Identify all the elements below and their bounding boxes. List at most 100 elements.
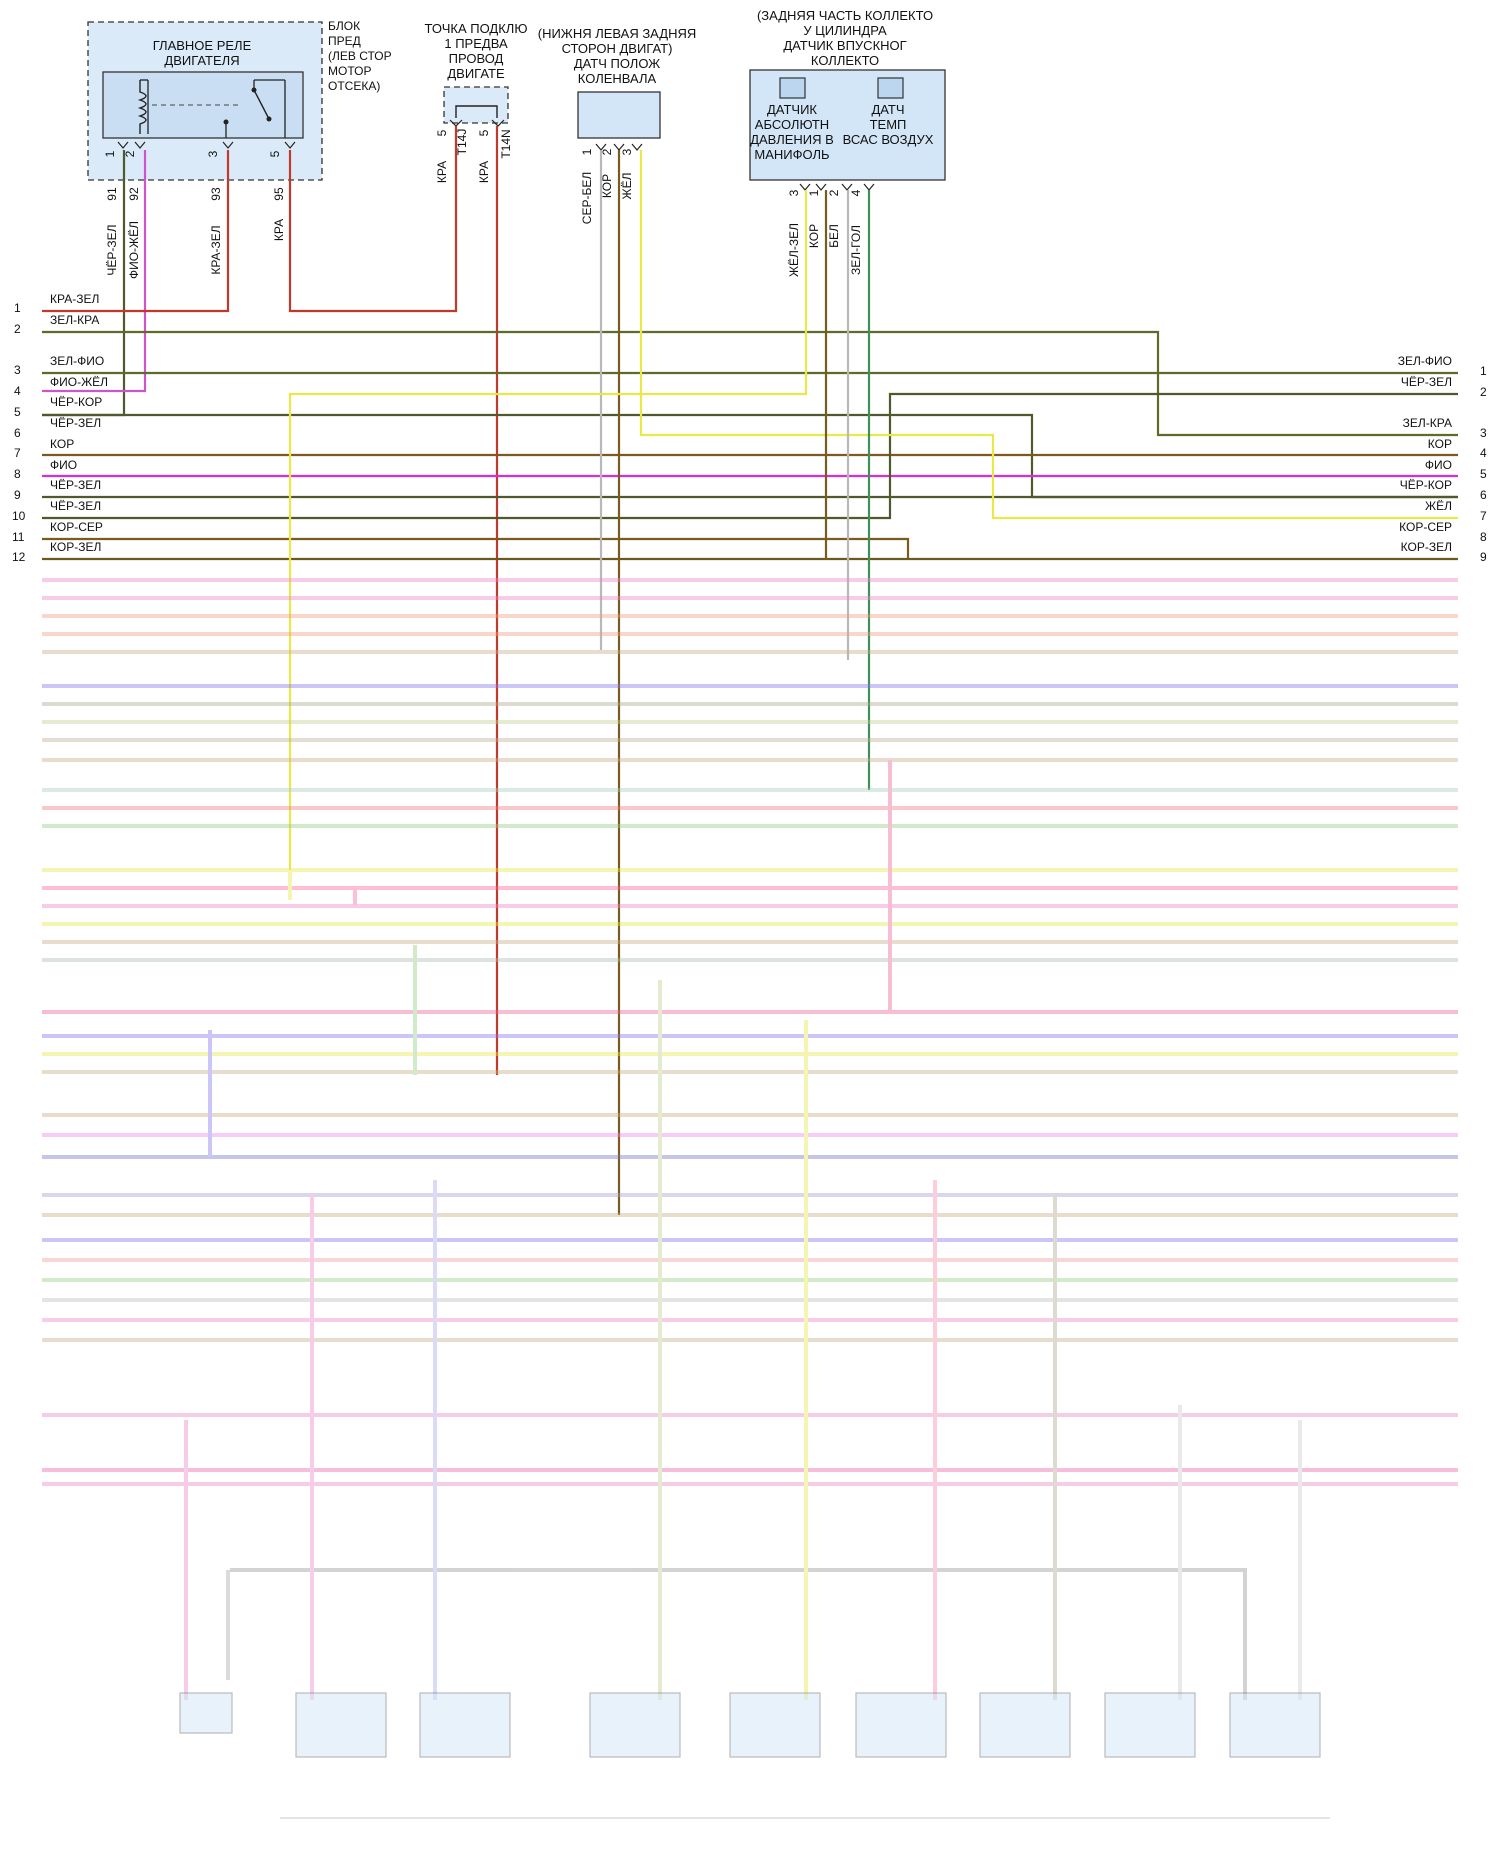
svg-text:ЧЁР-ЗЕЛ: ЧЁР-ЗЕЛ <box>50 499 101 513</box>
svg-text:ФИО: ФИО <box>50 458 77 472</box>
svg-text:2: 2 <box>14 322 21 336</box>
svg-text:ФИО: ФИО <box>1425 458 1452 472</box>
svg-text:5: 5 <box>435 129 449 136</box>
relay-circuit-labels: 91 92 93 95 ЧЁР-ЗЕЛ ФИО-ЖЁЛ КРА-ЗЕЛ КРА <box>105 187 286 279</box>
left-row-numbers: 1 2 3 4 5 6 7 8 9 10 11 12 <box>12 301 26 564</box>
svg-text:6: 6 <box>1480 488 1487 502</box>
relay-coil-icon <box>137 80 147 134</box>
svg-text:4: 4 <box>1480 446 1487 460</box>
crank-title-2: КОЛЕНВАЛА <box>578 71 657 86</box>
svg-text:КРА: КРА <box>477 161 491 183</box>
svg-text:T14N: T14N <box>499 129 513 158</box>
relay-title-1: ГЛАВНОЕ РЕЛЕ <box>153 38 252 53</box>
svg-text:3: 3 <box>620 148 634 155</box>
svg-text:92: 92 <box>127 187 141 201</box>
svg-text:3: 3 <box>787 189 801 196</box>
svg-text:ЖЁЛ-ЗЕЛ: ЖЁЛ-ЗЕЛ <box>787 223 801 277</box>
svg-text:КОР-СЕР: КОР-СЕР <box>1399 520 1452 534</box>
bottom-component-5 <box>729 1692 821 1758</box>
splice-title-4: ДВИГАТЕ <box>447 66 505 81</box>
svg-text:11: 11 <box>12 530 25 544</box>
svg-text:5: 5 <box>477 129 491 136</box>
crank-sensor-component[interactable]: (НИЖНЯ ЛЕВАЯ ЗАДНЯЯ СТОРОН ДВИГАТ) ДАТЧ … <box>538 26 697 224</box>
svg-text:93: 93 <box>209 187 223 201</box>
lower-components-faded <box>179 1692 1330 1819</box>
svg-text:ПРЕД: ПРЕД <box>328 34 361 48</box>
svg-text:БЕЛ: БЕЛ <box>827 224 841 248</box>
svg-text:ЗЕЛ-ГОЛ: ЗЕЛ-ГОЛ <box>849 225 863 275</box>
svg-text:ЗЕЛ-ФИО: ЗЕЛ-ФИО <box>50 354 104 368</box>
svg-text:БЛОК: БЛОК <box>328 19 360 33</box>
svg-text:ЧЁР-ЗЕЛ: ЧЁР-ЗЕЛ <box>105 224 119 275</box>
svg-text:9: 9 <box>1480 550 1487 564</box>
svg-text:ДАТЧИК: ДАТЧИК <box>767 102 817 117</box>
splice-title-3: ПРОВОД <box>449 51 504 66</box>
bottom-component-1 <box>179 1692 233 1734</box>
svg-text:ФИО-ЖЁЛ: ФИО-ЖЁЛ <box>127 221 141 279</box>
bottom-component-2 <box>295 1692 387 1758</box>
crank-sensor-body <box>577 91 661 139</box>
svg-text:5: 5 <box>14 405 21 419</box>
svg-text:1: 1 <box>1480 364 1487 378</box>
svg-text:3: 3 <box>1480 426 1487 440</box>
svg-text:T14J: T14J <box>455 129 469 156</box>
svg-text:ДАТЧ: ДАТЧ <box>871 102 904 117</box>
manifold-sensor-component[interactable]: (ЗАДНЯЯ ЧАСТЬ КОЛЛЕКТО У ЦИЛИНДРА ДАТЧИК… <box>749 8 946 277</box>
svg-text:СЕР-БЕЛ: СЕР-БЕЛ <box>580 172 594 224</box>
main-relay-component[interactable]: ГЛАВНОЕ РЕЛЕ ДВИГАТЕЛЯ 1 2 3 5 <box>87 21 323 181</box>
svg-text:7: 7 <box>1480 509 1487 523</box>
upper-wires <box>42 126 1458 1215</box>
relay-title-2: ДВИГАТЕЛЯ <box>164 53 239 68</box>
svg-text:КОР: КОР <box>1428 437 1452 451</box>
splice-title-1: ТОЧКА ПОДКЛЮ <box>425 21 528 36</box>
svg-text:ОТСЕКА): ОТСЕКА) <box>328 79 380 93</box>
relay-pin-3: 3 <box>206 150 220 157</box>
svg-text:2: 2 <box>1480 385 1487 399</box>
svg-text:3: 3 <box>14 363 21 377</box>
svg-text:ЖЁЛ: ЖЁЛ <box>620 173 634 200</box>
svg-text:ЖЁЛ: ЖЁЛ <box>1425 499 1452 513</box>
lower-diagram-faded <box>42 578 1458 1700</box>
relay-body <box>102 71 304 139</box>
relay-location-label: БЛОК ПРЕД (ЛЕВ СТОР МОТОР ОТСЕКА) <box>328 19 392 93</box>
svg-text:ЗЕЛ-КРА: ЗЕЛ-КРА <box>50 313 99 327</box>
svg-text:7: 7 <box>14 446 21 460</box>
svg-text:1: 1 <box>807 189 821 196</box>
svg-text:КРА-ЗЕЛ: КРА-ЗЕЛ <box>50 292 99 306</box>
crank-title-1: ДАТЧ ПОЛОЖ <box>574 56 660 71</box>
svg-text:1: 1 <box>580 148 594 155</box>
svg-text:КОР: КОР <box>600 174 614 198</box>
svg-text:КРА: КРА <box>435 161 449 183</box>
crank-location-2: СТОРОН ДВИГАТ) <box>562 41 673 56</box>
manifold-location-2: У ЦИЛИНДРА <box>803 23 887 38</box>
svg-text:ЗЕЛ-ФИО: ЗЕЛ-ФИО <box>1398 354 1452 368</box>
svg-text:10: 10 <box>12 509 26 523</box>
svg-text:5: 5 <box>1480 467 1487 481</box>
right-row-numbers: 1 2 3 4 5 6 7 8 9 <box>1480 364 1487 564</box>
relay-pin-2: 2 <box>123 150 137 157</box>
svg-text:12: 12 <box>12 550 26 564</box>
splice-component[interactable]: ТОЧКА ПОДКЛЮ 1 ПРЕДВА ПРОВОД ДВИГАТЕ 5 5… <box>425 21 528 183</box>
svg-text:1: 1 <box>14 301 21 315</box>
splice-outline <box>443 86 509 124</box>
svg-text:КРА: КРА <box>272 219 286 241</box>
svg-text:КОР-ЗЕЛ: КОР-ЗЕЛ <box>1401 540 1452 554</box>
svg-text:8: 8 <box>14 467 21 481</box>
svg-text:ЧЁР-ЗЕЛ: ЧЁР-ЗЕЛ <box>50 478 101 492</box>
relay-pin-5: 5 <box>268 150 282 157</box>
svg-text:4: 4 <box>849 189 863 196</box>
bottom-component-8 <box>1104 1692 1196 1758</box>
svg-text:6: 6 <box>14 426 21 440</box>
bottom-component-6 <box>855 1692 947 1758</box>
svg-text:ЗЕЛ-КРА: ЗЕЛ-КРА <box>1403 416 1452 430</box>
left-row-wire-labels: КРА-ЗЕЛ ЗЕЛ-КРА ЗЕЛ-ФИО ФИО-ЖЁЛ ЧЁР-КОР … <box>50 292 108 554</box>
svg-text:АБСОЛЮТН: АБСОЛЮТН <box>755 117 829 132</box>
svg-text:4: 4 <box>14 384 21 398</box>
svg-text:ДАВЛЕНИЯ В: ДАВЛЕНИЯ В <box>750 132 834 147</box>
bottom-component-3 <box>419 1692 511 1758</box>
svg-text:91: 91 <box>105 187 119 201</box>
svg-text:ФИО-ЖЁЛ: ФИО-ЖЁЛ <box>50 375 108 389</box>
svg-text:95: 95 <box>272 187 286 201</box>
svg-text:9: 9 <box>14 488 21 502</box>
